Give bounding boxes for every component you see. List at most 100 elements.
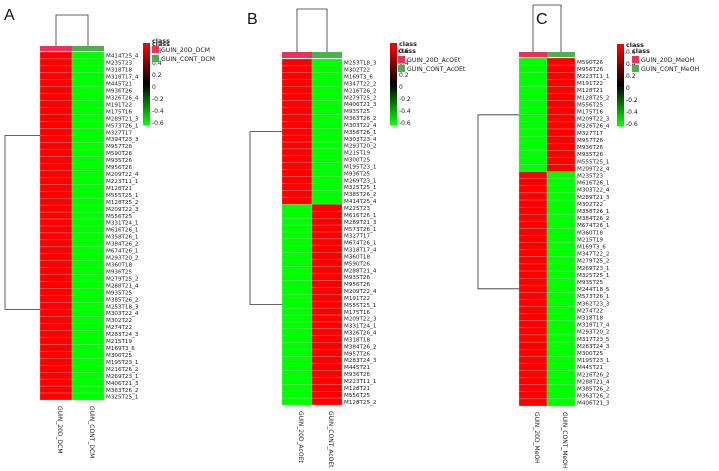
row-label: M288T21_4 [106, 283, 139, 289]
row-label: M300T25 [106, 353, 132, 359]
heatmap-cell [546, 263, 576, 272]
heatmap-cell [39, 260, 73, 268]
color-scale-segment [617, 70, 624, 74]
color-scale-segment [143, 45, 150, 48]
heatmap-cell [39, 232, 73, 241]
color-scale-tick: -0.4 [152, 108, 164, 115]
heatmap-cell [546, 299, 576, 307]
color-scale-segment [390, 75, 397, 79]
color-scale-segment [617, 74, 624, 78]
heatmap-cell [518, 349, 548, 357]
heatmap-cell [311, 301, 343, 309]
row-label: M935T25 [106, 290, 132, 296]
row-label: M936T25 [106, 269, 132, 275]
row-label: M244T18_5 [577, 287, 610, 293]
heatmap-cell [518, 235, 548, 243]
color-scale-tick: -0.4 [626, 109, 638, 116]
row-label: M325T25_1 [344, 185, 377, 191]
heatmap-cell [281, 259, 313, 267]
column-label: GUIN_CONT_MeOH [561, 412, 568, 468]
color-scale-segment [143, 77, 150, 81]
color-scale-tick: -0.2 [152, 96, 164, 103]
heatmap-cell [71, 392, 105, 401]
heatmap-cell [518, 214, 548, 222]
heatmap-cell [518, 256, 548, 265]
color-scale-tick: 0.2 [626, 73, 636, 80]
heatmap-cell [546, 72, 576, 80]
color-scale-segment [617, 60, 624, 63]
heatmap-cell [311, 328, 343, 336]
heatmap-cell [518, 128, 548, 137]
heatmap-cell [281, 141, 313, 150]
heatmap-cell [39, 177, 73, 185]
heatmap-cell [311, 391, 343, 399]
heatmap-cell [518, 334, 548, 343]
heatmap-cell [311, 134, 343, 143]
heatmap-cell [281, 128, 313, 136]
heatmap-cell [39, 156, 73, 164]
row-label: M209T22_4 [106, 172, 139, 178]
color-scale-tick: 0.2 [152, 72, 162, 79]
color-scale-segment [390, 88, 397, 91]
heatmap-cell [518, 306, 548, 314]
heatmap-cell [311, 245, 343, 253]
panel-letter-C: C [536, 11, 548, 28]
row-label: M590T26 [106, 151, 132, 157]
heatmap-cell [71, 149, 105, 157]
heatmap-cell [281, 58, 313, 67]
heatmap-cell [311, 252, 343, 260]
heatmap-cell [311, 335, 343, 343]
color-scale-tick: 0.6 [626, 49, 636, 56]
color-scale-segment [143, 71, 150, 75]
heatmap-cell [546, 114, 576, 123]
row-label: M935T26 [344, 275, 370, 281]
heatmap-cell [546, 171, 576, 179]
row-label: M935T25 [344, 109, 370, 115]
heatmap-cell [39, 211, 73, 220]
row-label: M936T26 [106, 89, 132, 95]
heatmap-cell [518, 363, 548, 371]
heatmap-cell [546, 384, 576, 392]
heatmap-cell [39, 79, 73, 87]
color-scale-tick: 0.4 [626, 61, 636, 68]
heatmap-cell [518, 57, 548, 66]
heatmap-cell [311, 307, 343, 316]
heatmap-cell [71, 170, 105, 178]
heatmap-cell [311, 294, 343, 302]
color-scale-segment [143, 86, 150, 89]
color-scale-segment [143, 73, 150, 77]
heatmap-cell [546, 370, 576, 378]
color-scale-segment [617, 62, 624, 65]
row-label: M269T23_1 [344, 178, 377, 184]
heatmap-cell [546, 214, 576, 222]
heatmap-cell [546, 86, 576, 94]
heatmap-cell [281, 314, 313, 323]
heatmap-cell [39, 225, 73, 234]
color-scale-segment [390, 61, 397, 64]
heatmap-cell [39, 267, 73, 275]
color-scale-segment [617, 78, 624, 82]
color-scale-segment [390, 67, 397, 71]
row-label: M300T25 [577, 351, 603, 357]
heatmap-cell [71, 295, 105, 303]
row-label: M358T26_1 [577, 209, 610, 215]
heatmap-cell [518, 384, 548, 392]
color-scale-segment [617, 95, 624, 98]
row-label: M303T22_4 [344, 123, 377, 129]
row-label: M414T25_4 [344, 199, 377, 205]
color-scale-segment [390, 63, 397, 66]
heatmap-cell [546, 278, 576, 286]
color-scale-segment [617, 101, 624, 104]
heatmap-cell [39, 239, 73, 248]
heatmap-cell [546, 292, 576, 300]
heatmap-cell [311, 363, 343, 371]
row-label: M384T26_2 [577, 216, 609, 222]
row-label: M573T26_1 [577, 294, 610, 300]
row-label: M253T18_3 [106, 304, 139, 310]
row-label: M175T16 [577, 110, 603, 116]
heatmap-cell [39, 184, 73, 192]
color-scale-segment [617, 52, 624, 55]
heatmap-cell [546, 64, 576, 73]
color-scale-segment [143, 43, 150, 46]
heatmap-cell [546, 143, 576, 151]
